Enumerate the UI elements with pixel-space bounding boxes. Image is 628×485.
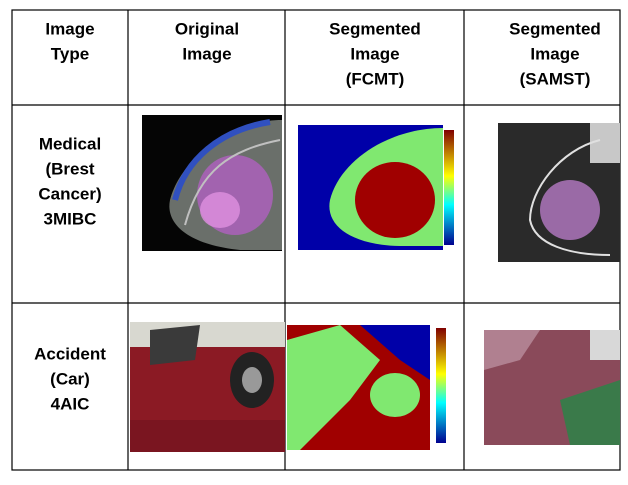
cell-text: Type [51,44,89,63]
cell-text: Image [182,44,231,63]
cell-text: Cancer) [38,184,101,203]
cell-text: Original [175,19,239,38]
cell-text: Accident [34,344,106,363]
cell-text: 3MIBC [44,209,97,228]
table-texts: Image Type Original Image Segmented Image (FCM… [34,19,601,413]
cell-text: Image [350,44,399,63]
cell-text: Image [530,44,579,63]
cell-text: Segmented [329,19,421,38]
car-original-image [130,322,285,452]
medical-samst-image [498,123,620,262]
cell-text: Image [45,19,94,38]
cell-text: (Car) [50,369,90,388]
car-samst-image [484,330,620,445]
cell-text: Segmented [509,19,601,38]
cell-text: (FCMT) [346,69,405,88]
cell-text: 4AIC [51,394,90,413]
medical-fcmt-image [298,125,454,250]
cell-text: Medical [39,134,101,153]
medical-original-image [142,115,282,251]
cell-text: (SAMST) [520,69,591,88]
cell-text: (Brest [45,159,94,178]
car-fcmt-image [287,325,446,450]
